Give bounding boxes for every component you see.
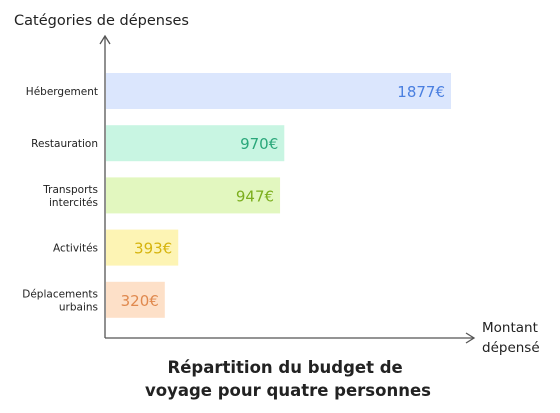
category-label-line: Déplacements	[22, 288, 98, 300]
category-label-line: urbains	[59, 301, 98, 313]
category-label: Déplacements urbains	[22, 288, 98, 313]
bar-value-label: 947€	[236, 187, 274, 205]
bar	[106, 177, 281, 214]
bar-value-label: 320€	[121, 292, 159, 310]
category-label-line: Activités	[53, 243, 98, 255]
category-label: Transports intercités	[42, 184, 98, 209]
x-axis-title-line: Montant	[482, 320, 538, 336]
bar-value-label: 1877€	[397, 83, 445, 101]
category-label-line: intercités	[49, 197, 98, 209]
bar-value-label: 970€	[240, 135, 278, 153]
chart-title-line: Répartition du budget de	[168, 358, 403, 377]
category-label: Activités	[53, 243, 98, 255]
x-axis	[105, 332, 476, 344]
chart-title-line: voyage pour quatre personnes	[145, 381, 431, 400]
y-axis	[99, 34, 111, 338]
x-axis-title: Montant dépensé	[482, 320, 542, 356]
bar	[106, 73, 451, 109]
bar	[106, 229, 179, 266]
bars-group: 1877€ 970€ 947€ 393€ 320€	[106, 73, 451, 318]
category-label-line: Hébergement	[26, 86, 98, 98]
category-label-line: Restauration	[31, 138, 98, 150]
category-label-line: Transports	[42, 184, 98, 196]
bar	[106, 125, 285, 162]
category-label: Hébergement	[26, 86, 98, 98]
bar-value-label: 393€	[134, 240, 172, 258]
chart-title: Répartition du budget de voyage pour qua…	[145, 358, 431, 400]
category-labels: Hébergement Restauration Transports interci…	[22, 86, 98, 313]
y-axis-title: Catégories de dépenses	[14, 13, 189, 29]
bar	[106, 281, 165, 318]
x-axis-title-line: dépensé	[482, 340, 540, 356]
category-label: Restauration	[31, 138, 98, 150]
